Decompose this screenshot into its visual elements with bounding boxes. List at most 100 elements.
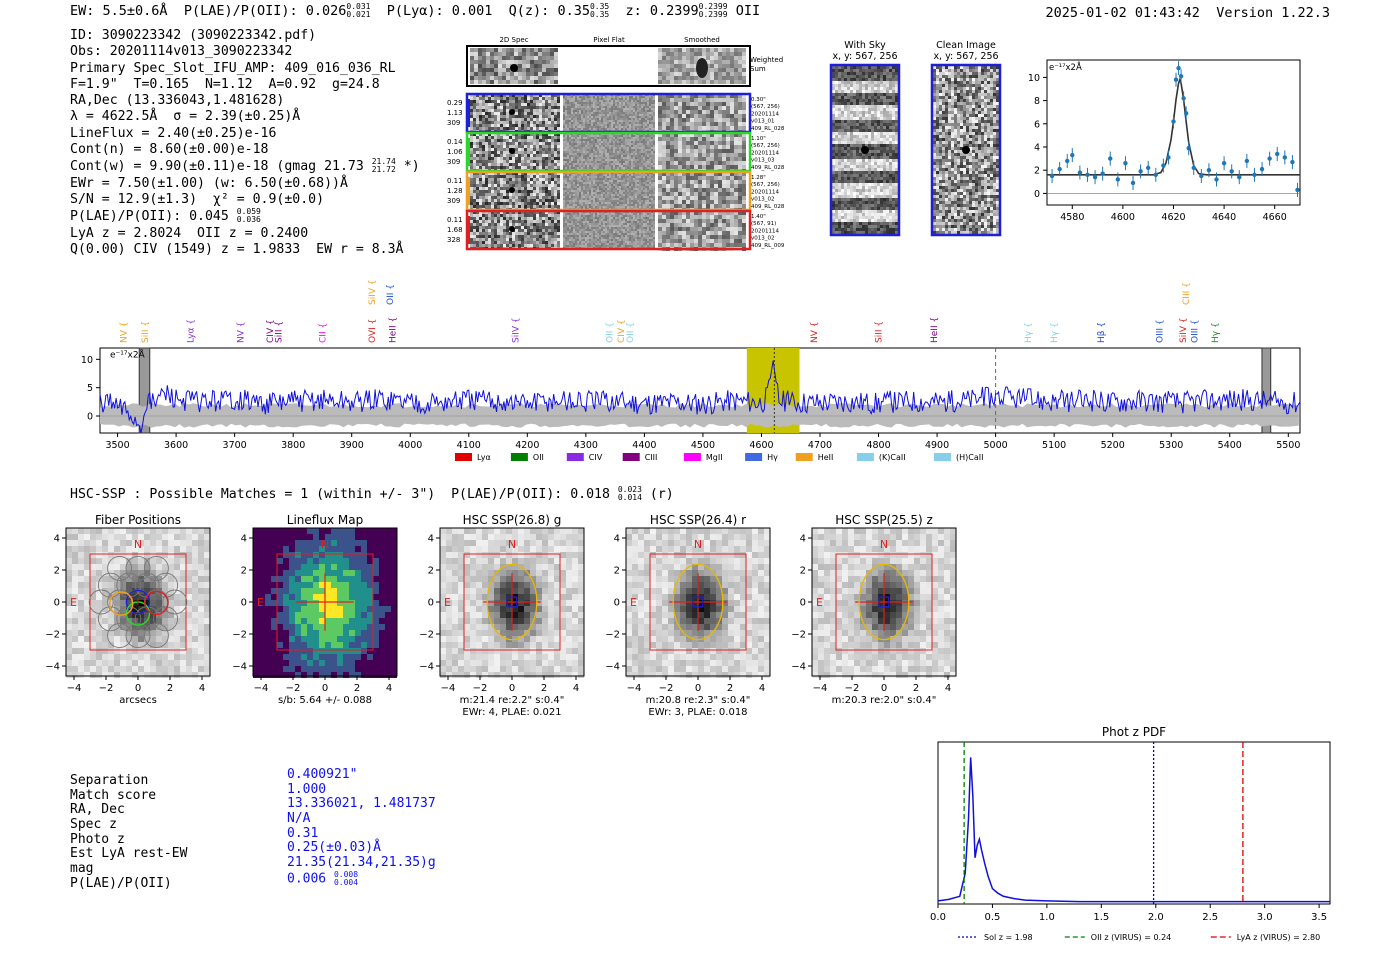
pixel — [597, 116, 599, 118]
pixel — [494, 142, 497, 145]
pixel — [742, 98, 746, 102]
pixel — [645, 151, 647, 153]
pixel — [645, 159, 647, 161]
pixel — [587, 163, 589, 165]
pixel — [573, 116, 575, 118]
pixel — [726, 204, 730, 208]
pixel — [551, 211, 554, 214]
pixel — [573, 122, 575, 124]
fiber-right-label: 0.30" — [751, 97, 766, 103]
pixel — [485, 184, 488, 187]
pixel — [611, 194, 613, 196]
pixel — [518, 133, 521, 136]
pixel — [533, 136, 536, 139]
pixel — [497, 148, 500, 151]
pixel — [649, 112, 651, 114]
pixel — [545, 100, 548, 103]
pixel — [678, 102, 682, 106]
pixel — [497, 121, 500, 124]
pixel — [470, 187, 473, 190]
pixel — [643, 96, 645, 98]
pixel — [611, 188, 613, 190]
pixel — [518, 202, 521, 205]
pixel — [611, 108, 613, 110]
pixel — [611, 126, 613, 128]
pixel — [585, 186, 587, 188]
pixel — [710, 60, 714, 64]
pixel — [536, 124, 539, 127]
pixel — [627, 153, 629, 155]
pixel — [722, 48, 726, 52]
pixel — [567, 112, 569, 114]
pixel — [627, 141, 629, 143]
pixel — [730, 188, 734, 192]
pixel — [470, 124, 473, 127]
pixel — [579, 161, 581, 163]
pixel — [710, 165, 714, 169]
pixel — [498, 56, 502, 60]
pixel — [609, 161, 611, 163]
pixel — [730, 56, 734, 60]
pixel — [538, 80, 542, 84]
pixel — [645, 153, 647, 155]
pixel — [545, 118, 548, 121]
pixel — [557, 160, 560, 163]
pixel — [710, 106, 714, 110]
pixel — [503, 118, 506, 121]
pixel — [494, 175, 497, 178]
pixel — [635, 145, 637, 147]
pixel — [625, 98, 627, 100]
pixel — [524, 196, 527, 199]
pixel — [538, 64, 542, 68]
pixel — [662, 133, 666, 137]
pixel — [631, 202, 633, 204]
pixel — [603, 137, 605, 139]
pixel — [631, 184, 633, 186]
pixel — [581, 153, 583, 155]
pixel — [571, 204, 573, 206]
pixel — [637, 153, 639, 155]
pixel — [478, 68, 482, 72]
pixel — [627, 114, 629, 116]
pixel — [571, 120, 573, 122]
pixel — [623, 143, 625, 145]
pixel — [554, 163, 557, 166]
pixel — [643, 112, 645, 114]
pixel — [542, 52, 546, 56]
pixel — [714, 196, 718, 200]
pixel — [587, 139, 589, 141]
pixel — [627, 192, 629, 194]
pixel — [565, 206, 567, 208]
pixel — [742, 102, 746, 106]
pixel — [694, 80, 698, 84]
pixel — [490, 76, 494, 80]
pixel — [601, 182, 603, 184]
pixel — [575, 122, 577, 124]
pixel — [485, 211, 488, 214]
pixel — [567, 200, 569, 202]
pixel — [714, 188, 718, 192]
pixel — [611, 190, 613, 192]
pixel — [619, 147, 621, 149]
pixel — [615, 161, 617, 163]
pixel — [619, 104, 621, 106]
pixel — [658, 200, 662, 204]
pixel — [524, 112, 527, 115]
pixel — [497, 163, 500, 166]
pixel — [506, 199, 509, 202]
pixel — [635, 110, 637, 112]
pixel — [533, 124, 536, 127]
pixel — [633, 180, 635, 182]
pixel — [635, 153, 637, 155]
pixel — [623, 196, 625, 198]
pixel — [609, 126, 611, 128]
pixel — [512, 145, 515, 148]
pixel — [619, 165, 621, 167]
pixel — [702, 102, 706, 106]
pixel — [473, 205, 476, 208]
pixel — [567, 143, 569, 145]
pixel — [615, 102, 617, 104]
pixel — [567, 122, 569, 124]
pixel — [635, 198, 637, 200]
pixel — [518, 72, 522, 76]
